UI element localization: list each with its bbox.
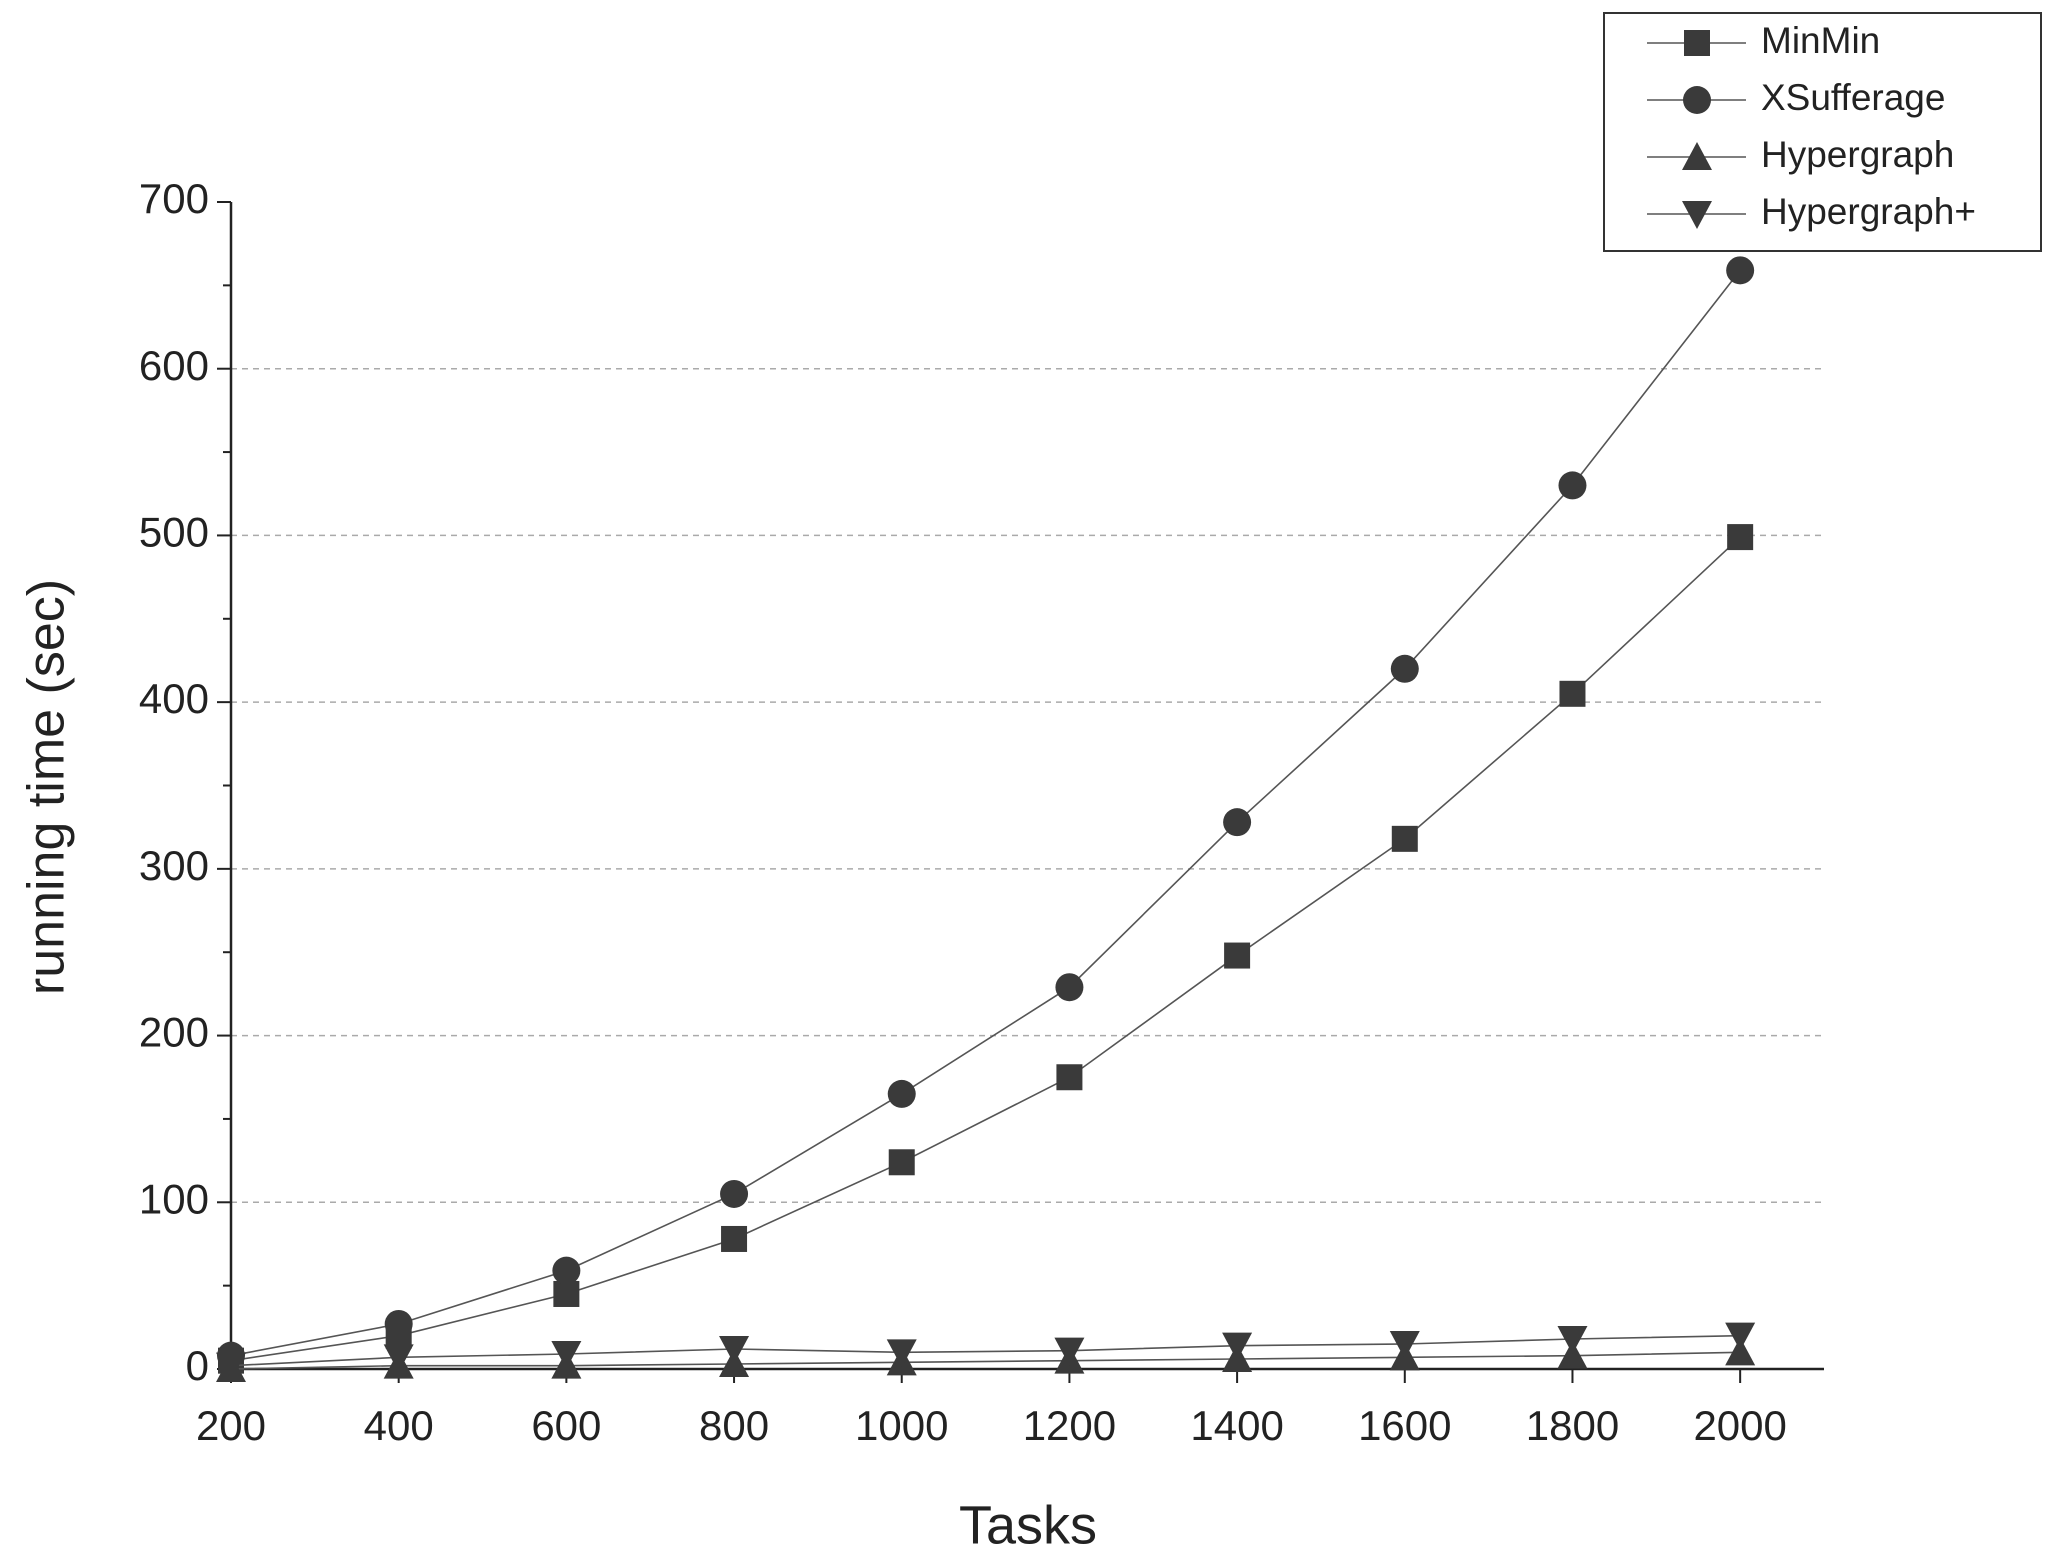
data-point (1558, 471, 1587, 500)
y-tick-label: 500 (139, 509, 209, 556)
legend-box (1603, 12, 2042, 252)
data-point (1389, 1330, 1420, 1359)
legend-marker (1683, 86, 1711, 114)
data-point (720, 1179, 749, 1208)
y-tick-label: 400 (139, 675, 209, 722)
data-point (1725, 1322, 1756, 1351)
data-point (551, 1340, 582, 1369)
data-point (721, 1225, 748, 1252)
legend-marker (1682, 201, 1712, 229)
x-tick-label: 800 (699, 1402, 769, 1449)
y-tick-label: 300 (139, 842, 209, 889)
data-point (1391, 825, 1418, 852)
data-point (1557, 1340, 1588, 1369)
data-point (1727, 524, 1754, 551)
data-point (1559, 680, 1586, 707)
data-point (1222, 1332, 1253, 1361)
x-tick-label: 600 (531, 1402, 601, 1449)
x-tick-label: 1800 (1526, 1402, 1619, 1449)
data-point (383, 1344, 414, 1373)
legend-marker (1682, 142, 1712, 170)
data-point (384, 1309, 413, 1338)
data-point (1223, 808, 1252, 837)
data-point (552, 1256, 581, 1285)
x-tick-label: 2000 (1693, 1402, 1786, 1449)
data-point (1725, 1337, 1756, 1366)
data-point (887, 1079, 916, 1108)
data-point (1390, 654, 1419, 683)
legend-label: XSufferage (1761, 77, 1945, 118)
y-tick-label: 200 (139, 1009, 209, 1056)
x-tick-label: 1000 (855, 1402, 948, 1449)
y-tick-label: 600 (139, 342, 209, 389)
y-tick-label: 700 (139, 175, 209, 222)
y-tick-label: 100 (139, 1175, 209, 1222)
x-tick-label: 400 (364, 1402, 434, 1449)
data-point (1055, 973, 1084, 1002)
x-tick-label: 200 (196, 1402, 266, 1449)
y-tick-label: 0 (186, 1342, 209, 1389)
legend-label: Hypergraph (1761, 134, 1954, 175)
series-line (230, 536, 1741, 1362)
y-axis-title: running time (sec) (18, 579, 76, 995)
series-line (230, 1351, 1741, 1370)
series-line (230, 269, 1741, 1357)
x-tick-label: 1400 (1190, 1402, 1283, 1449)
data-point (216, 1352, 246, 1381)
x-tick-label: 1600 (1358, 1402, 1451, 1449)
data-point (886, 1339, 917, 1368)
legend-label: MinMin (1761, 20, 1880, 61)
data-point (1056, 1064, 1083, 1091)
legend-label: Hypergraph+ (1761, 191, 1976, 232)
data-point (719, 1335, 750, 1364)
data-point (1726, 256, 1755, 285)
data-point (1054, 1337, 1085, 1366)
data-point (888, 1149, 915, 1176)
data-point (1224, 942, 1251, 969)
x-axis-title: Tasks (959, 1495, 1097, 1555)
data-point (553, 1280, 580, 1307)
x-tick-label: 1200 (1023, 1402, 1116, 1449)
legend-marker (1684, 30, 1710, 56)
data-point (1557, 1325, 1588, 1354)
series-line (230, 1334, 1741, 1367)
